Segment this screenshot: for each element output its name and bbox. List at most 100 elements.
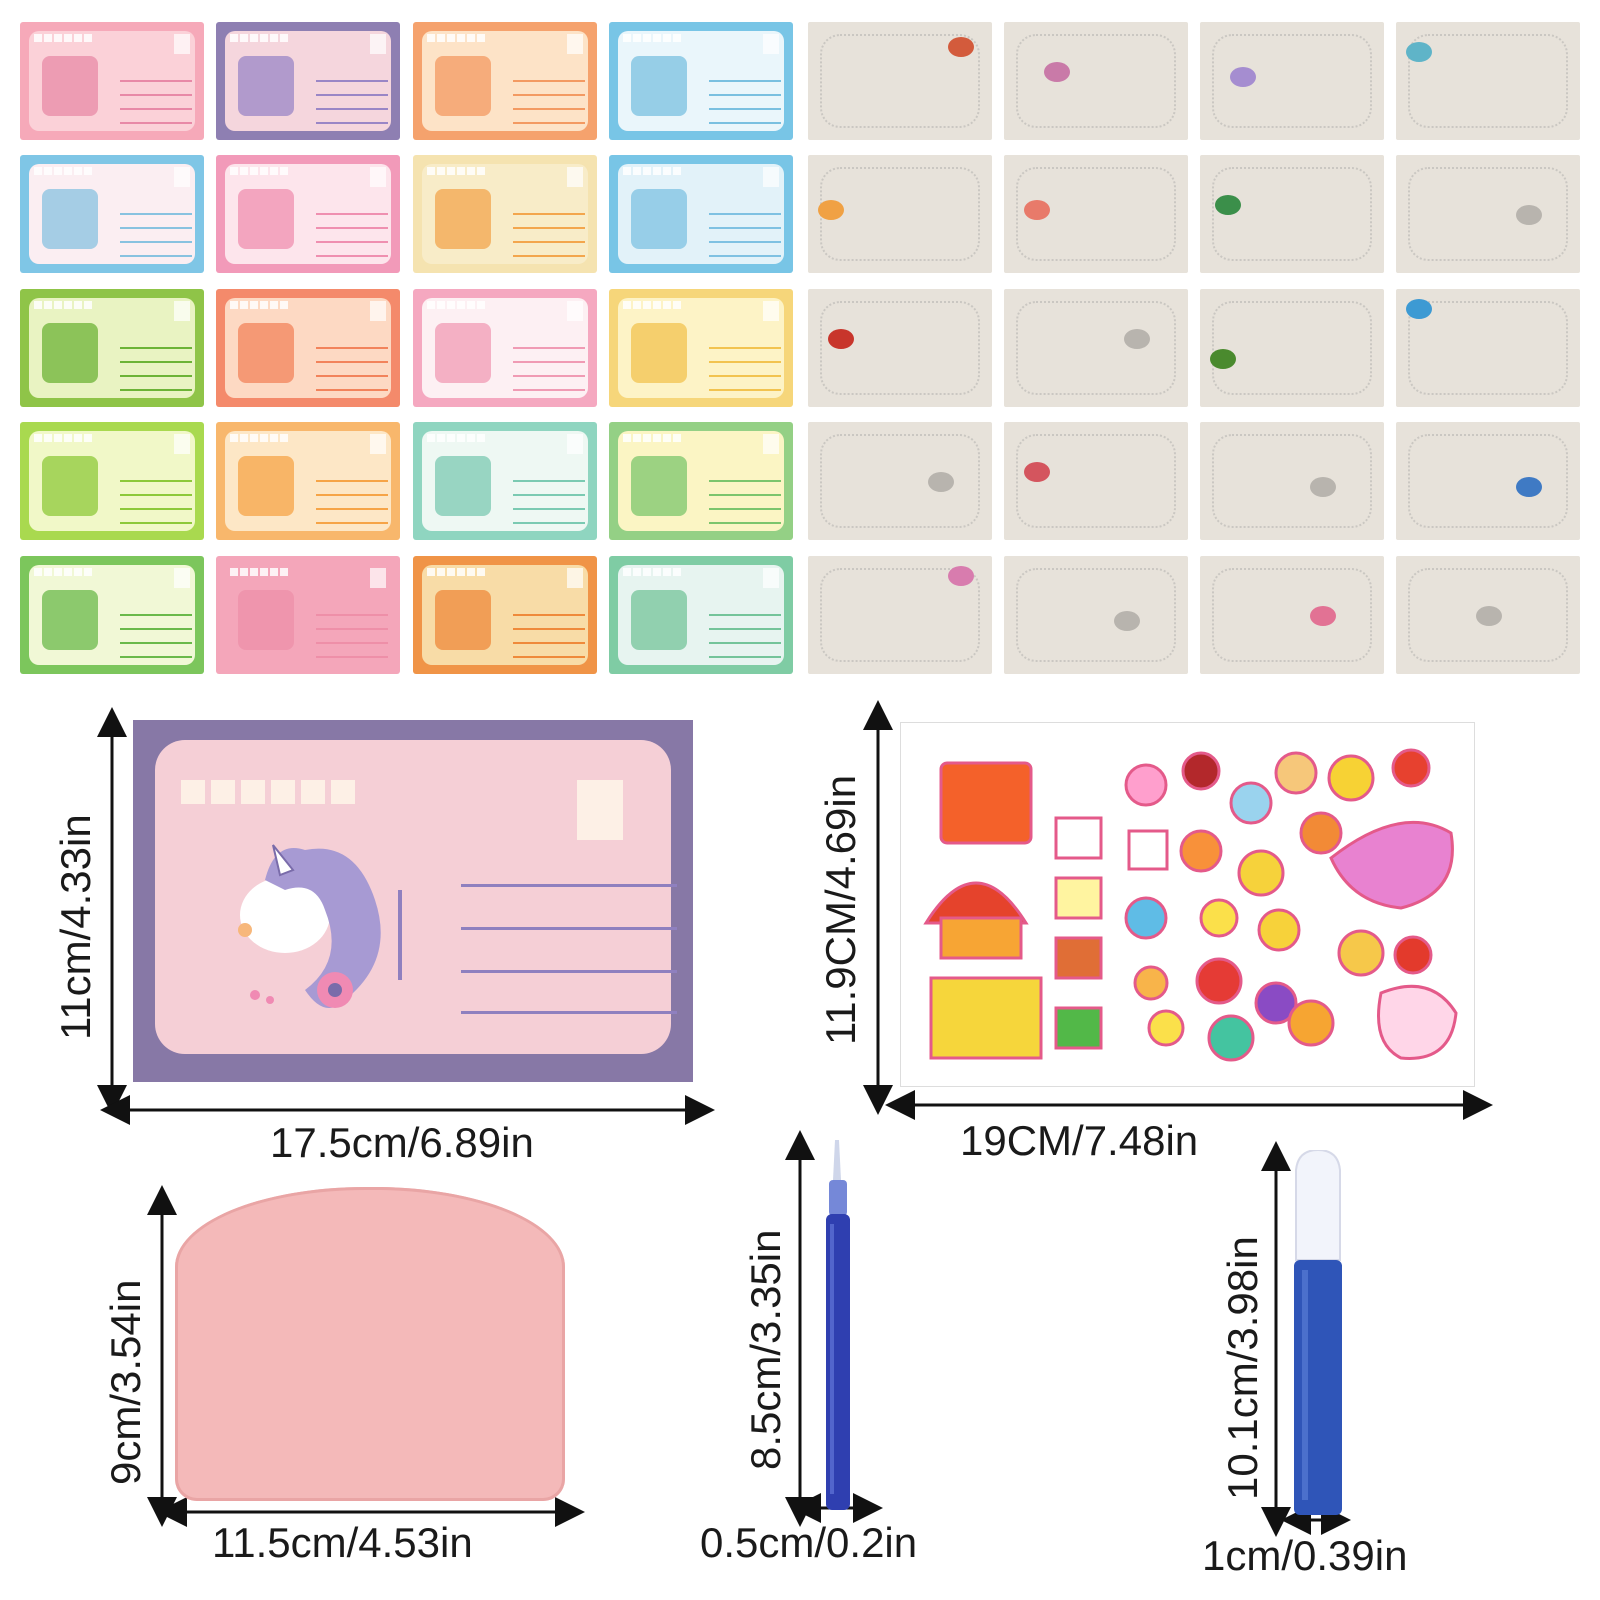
stamp-box (211, 780, 235, 804)
coloring-sheet-thumbnail (1396, 556, 1580, 674)
address-line (120, 508, 192, 510)
address-line (316, 361, 388, 363)
address-line (709, 361, 781, 363)
address-line (513, 241, 585, 243)
address-line (461, 884, 677, 887)
scraper-tool (175, 1187, 565, 1501)
postcard-sample (133, 720, 693, 1082)
color-accent (818, 200, 844, 220)
postcard-thumbnail (216, 155, 400, 273)
stamp-box (331, 780, 355, 804)
dotted-outline (820, 301, 980, 395)
address-line (316, 494, 388, 496)
sticker-sheet (900, 722, 1475, 1087)
postcard-thumbnail (609, 289, 793, 407)
merry-christmas-illustration (42, 323, 98, 383)
stamp-area (370, 34, 386, 54)
postcard-width-label: 17.5cm/6.89in (270, 1119, 534, 1166)
address-line (120, 108, 192, 110)
address-line (316, 80, 388, 82)
address-line (513, 614, 585, 616)
stamp-area (567, 301, 583, 321)
thin-pen (826, 1140, 850, 1510)
dotted-outline (1408, 167, 1568, 261)
coloring-sheet-thumbnail (1200, 289, 1384, 407)
address-line (513, 255, 585, 257)
stamp-area (567, 34, 583, 54)
scraper-height-label: 9cm/3.54in (102, 1279, 149, 1485)
coloring-sheet-thumbnail (1396, 289, 1580, 407)
address-line (120, 227, 192, 229)
address-line (709, 614, 781, 616)
address-line (120, 522, 192, 524)
dotted-outline (1016, 34, 1176, 128)
stamp-boxes (623, 34, 683, 42)
address-line (120, 241, 192, 243)
address-line (316, 628, 388, 630)
popsicles-illustration (435, 189, 491, 249)
address-line (120, 375, 192, 377)
stickers (923, 748, 1458, 1062)
stamp-boxes (230, 434, 290, 442)
postcard-thumbnail (413, 556, 597, 674)
address-line (709, 347, 781, 349)
happy-birthday-illustration (435, 323, 491, 383)
address-line (513, 494, 585, 496)
postcard-thumbnail (216, 556, 400, 674)
postcard-thumbnail (216, 22, 400, 140)
gifts-illustration (238, 456, 294, 516)
thin-pen-height-label: 8.5cm/3.35in (742, 1229, 789, 1470)
address-line (709, 656, 781, 658)
stamp-area (370, 568, 386, 588)
dotted-outline (1016, 568, 1176, 662)
address-line (120, 642, 192, 644)
address-line (513, 122, 585, 124)
address-line (513, 656, 585, 658)
address-line (316, 522, 388, 524)
color-accent (828, 329, 854, 349)
address-line (513, 347, 585, 349)
dotted-outline (1212, 167, 1372, 261)
stamp-boxes (427, 301, 487, 309)
color-accent (948, 566, 974, 586)
address-line (316, 255, 388, 257)
postcard-thumbnail (20, 289, 204, 407)
address-line (120, 614, 192, 616)
sticker-height-label: 11.9CM/4.69in (817, 774, 864, 1045)
address-line (513, 94, 585, 96)
address-line (316, 656, 388, 658)
address-line (120, 389, 192, 391)
stamp-area (370, 434, 386, 454)
stamp-box (241, 780, 265, 804)
coloring-sheet-thumbnail (808, 155, 992, 273)
postcard-thumbnail (216, 422, 400, 540)
address-line (120, 94, 192, 96)
stamp-area (763, 34, 779, 54)
address-line (513, 80, 585, 82)
coloring-sheet-thumbnail (1200, 422, 1384, 540)
stamp-area (763, 568, 779, 588)
address-line (513, 522, 585, 524)
stamp-area (567, 167, 583, 187)
stamp-boxes (230, 568, 290, 576)
coloring-sheet-thumbnail (1004, 155, 1188, 273)
dotted-outline (820, 568, 980, 662)
address-line (316, 347, 388, 349)
coloring-sheet-thumbnail (1004, 422, 1188, 540)
girl-reading-illustration (435, 56, 491, 116)
color-accent (1210, 349, 1236, 369)
postcard-thumbnail (413, 22, 597, 140)
dotted-outline (820, 34, 980, 128)
address-line (709, 94, 781, 96)
girl-book-illustration (238, 323, 294, 383)
address-line (513, 227, 585, 229)
address-line (316, 375, 388, 377)
thin-pen-width-label: 0.5cm/0.2in (700, 1519, 918, 1566)
address-line (120, 656, 192, 658)
address-line (120, 480, 192, 482)
stamp-area (174, 568, 190, 588)
thick-pen-width-label: 1cm/0.39in (1202, 1532, 1408, 1579)
dotted-outline (1016, 167, 1176, 261)
coloring-sheet-thumbnail (1200, 22, 1384, 140)
color-accent (1476, 606, 1502, 626)
